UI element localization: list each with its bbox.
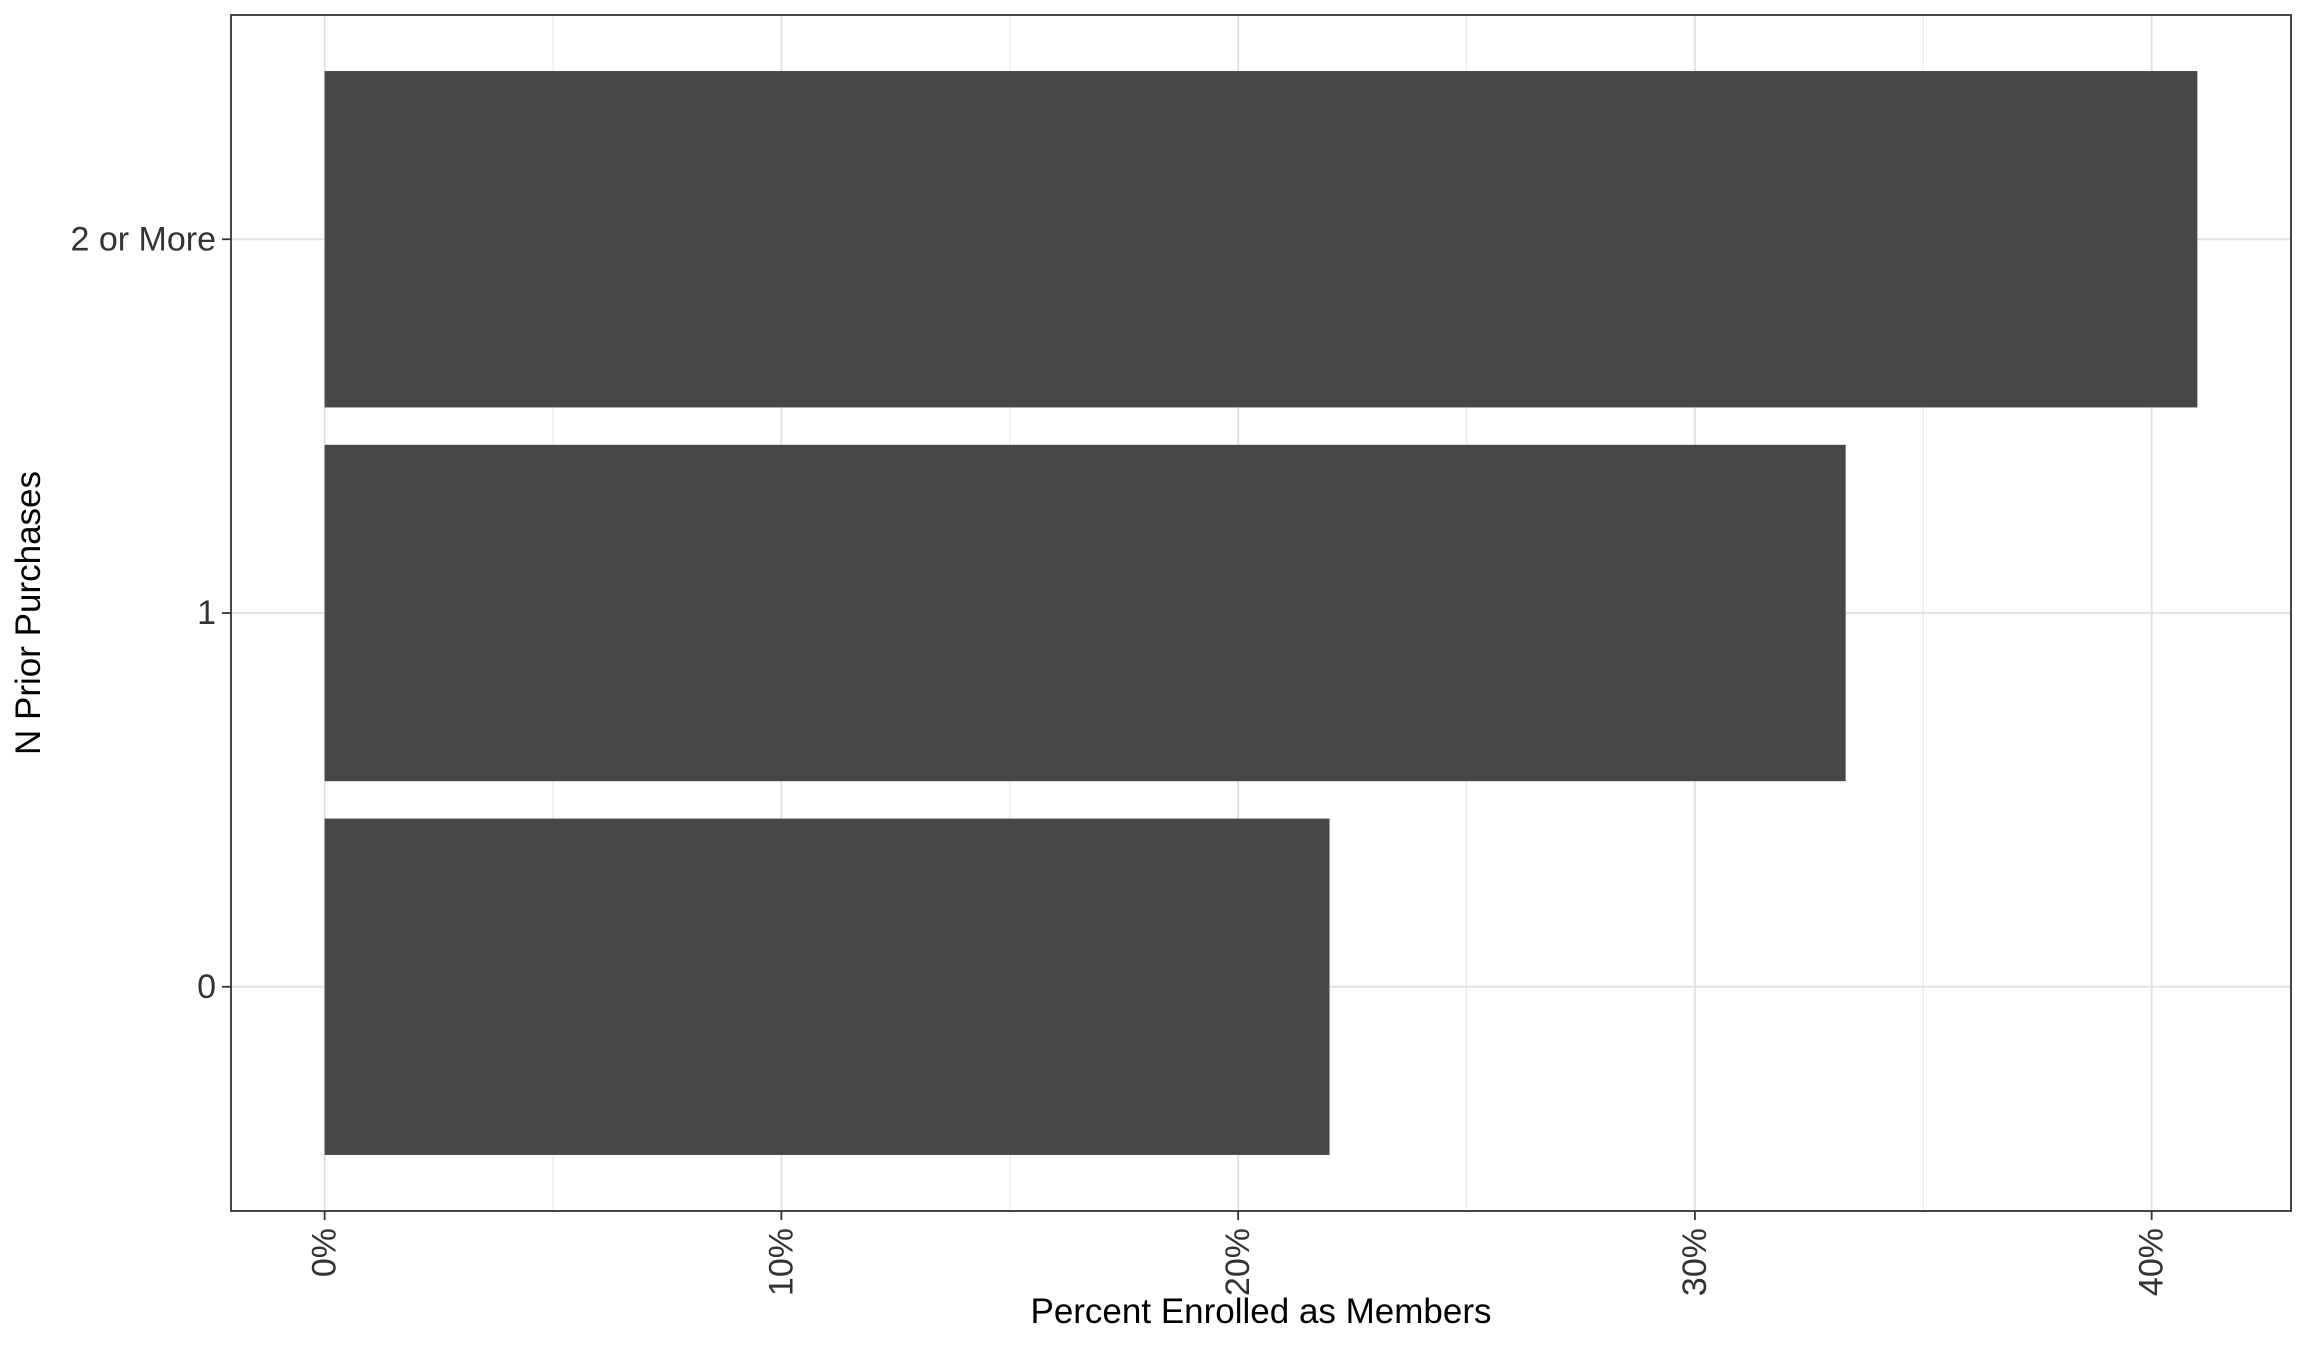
x-axis: 0% 10% 20% 30% 40% [306,1211,2171,1296]
bar-1 [324,444,1846,782]
y-axis: 0 1 2 or More [71,220,231,1006]
x-tick-label: 40% [2133,1228,2171,1296]
x-tick-label: 0% [306,1228,344,1277]
bar-2-or-more [324,71,2198,408]
bars [324,71,2198,1155]
x-tick-label: 10% [762,1228,800,1296]
y-tick-label: 2 or More [71,220,217,258]
x-axis-title: Percent Enrolled as Members [1030,1292,1491,1331]
y-tick-label: 0 [197,968,216,1006]
bar-0 [324,818,1330,1155]
x-tick-label: 20% [1219,1228,1257,1296]
y-tick-label: 1 [197,594,216,632]
y-axis-title: N Prior Purchases [9,471,48,755]
x-tick-label: 30% [1676,1228,1714,1296]
